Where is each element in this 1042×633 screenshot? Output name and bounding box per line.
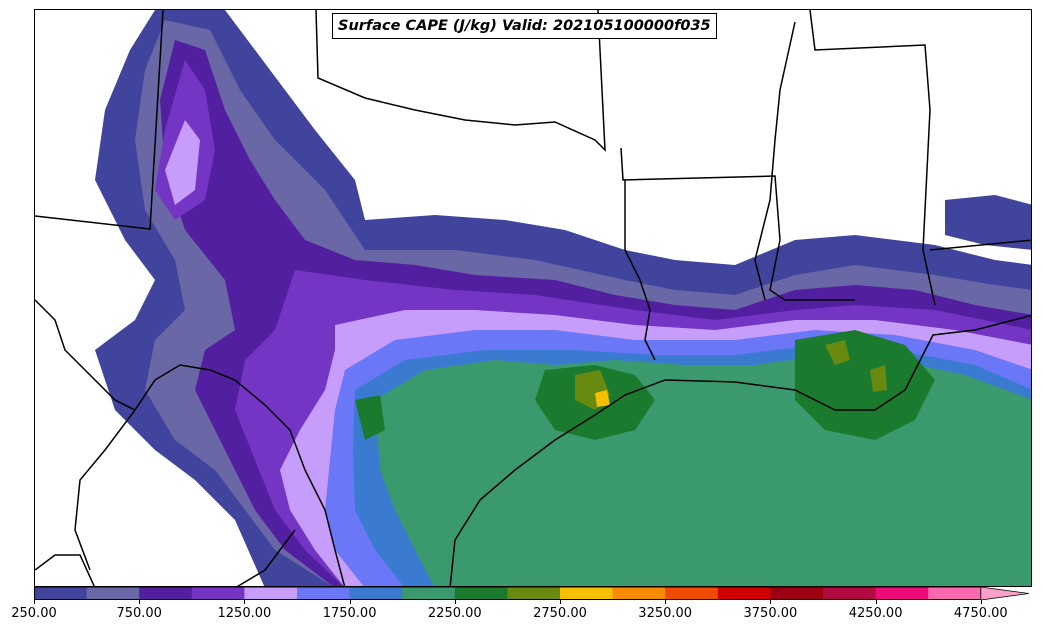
- colorbar-segment: [612, 587, 666, 600]
- colorbar-tick-mark: [560, 600, 561, 604]
- colorbar-tick-mark: [244, 600, 246, 604]
- colorbar-segment: [454, 587, 508, 600]
- colorbar-tick-label: 250.00: [11, 606, 57, 621]
- colorbar-segment: [507, 587, 561, 600]
- cape-band-2750: [595, 390, 610, 407]
- colorbar-tick-label: 2750.00: [533, 606, 587, 621]
- map-title: Surface CAPE (J/kg) Valid: 202105100000f…: [332, 13, 717, 39]
- colorbar-segment: [823, 587, 877, 600]
- colorbar-tick-mark: [139, 600, 141, 604]
- colorbar-tick-label: 3250.00: [638, 606, 693, 621]
- colorbar-segment: [191, 587, 245, 600]
- colorbar-tick-label: 2250.00: [427, 606, 482, 621]
- colorbar-segment: [244, 587, 298, 600]
- colorbar-tick-label: 4750.00: [953, 606, 1008, 621]
- colorbar-tick-mark: [454, 600, 456, 604]
- colorbar-segment: [717, 587, 771, 600]
- colorbar-segment: [402, 587, 456, 600]
- colorbar-segment: [86, 587, 140, 600]
- colorbar-tick-label: 3750.00: [743, 606, 798, 621]
- colorbar-tick-mark: [875, 600, 877, 604]
- colorbar-segment: [349, 587, 403, 600]
- colorbar-tick-mark: [34, 600, 35, 604]
- colorbar-tick-label: 1250.00: [217, 606, 272, 621]
- colorbar-segment: [928, 587, 982, 600]
- colorbar-segment: [297, 587, 351, 600]
- colorbar: [34, 587, 1029, 600]
- colorbar-segment: [875, 587, 929, 600]
- colorbar-tick-label: 1750.00: [322, 606, 377, 621]
- colorbar-tick-mark: [349, 600, 351, 604]
- colorbar-tick-label: 750.00: [116, 606, 162, 621]
- colorbar-tick-label: 4250.00: [848, 606, 903, 621]
- political-boundaries: [35, 10, 1031, 586]
- cape-band-2000: [375, 355, 1031, 586]
- colorbar-tick-mark: [665, 600, 667, 604]
- colorbar-extend-arrow: [980, 587, 1029, 600]
- cape-contour-map: [35, 10, 1031, 586]
- map-panel: [34, 9, 1032, 587]
- colorbar-segment: [139, 587, 193, 600]
- colorbar-tick-mark: [770, 600, 772, 604]
- colorbar-segment: [34, 587, 88, 600]
- colorbar-segment: [560, 587, 614, 600]
- colorbar-segment: [665, 587, 719, 600]
- colorbar-segment: [770, 587, 824, 600]
- colorbar-tick-mark: [980, 600, 982, 604]
